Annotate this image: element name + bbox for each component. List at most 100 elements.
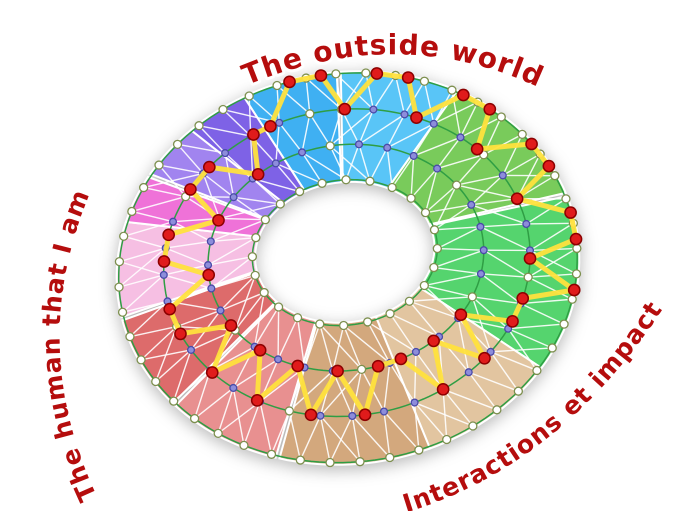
mesh-edge — [158, 164, 187, 198]
white-node — [259, 287, 269, 298]
white-node — [114, 282, 124, 292]
white-node — [517, 129, 527, 140]
mesh-edge — [219, 203, 281, 220]
mesh-edge — [165, 247, 209, 266]
white-node — [295, 455, 306, 465]
white-node — [189, 413, 200, 424]
mesh-edge — [383, 411, 391, 458]
white-node — [325, 457, 335, 468]
mesh-edge — [296, 317, 306, 368]
purple-node — [409, 151, 418, 160]
mesh-edge — [210, 236, 256, 243]
red-node — [478, 351, 491, 365]
mesh-edge — [305, 77, 311, 114]
white-node — [385, 309, 395, 319]
mesh-edge — [434, 204, 472, 231]
white-node — [284, 406, 294, 416]
red-node — [251, 168, 265, 181]
mesh-edge — [413, 136, 461, 157]
purple-node — [207, 284, 216, 293]
mesh-edge — [414, 401, 474, 427]
mesh-edge — [413, 351, 417, 403]
mesh-edge — [165, 240, 211, 249]
mesh-edge — [433, 184, 458, 231]
mesh-edge — [460, 116, 502, 138]
mesh-edge — [490, 351, 519, 392]
mesh-edge — [343, 325, 363, 370]
white-node — [213, 428, 223, 439]
white-node — [273, 302, 284, 312]
mesh-edge — [288, 370, 334, 412]
mesh-edge — [220, 291, 265, 312]
mesh-edge — [211, 274, 256, 290]
purple-node — [316, 411, 325, 420]
mesh-edge — [343, 324, 391, 364]
mesh-edge — [436, 154, 484, 170]
mesh-edge — [217, 387, 234, 434]
white-node — [432, 243, 442, 254]
mesh-edge — [472, 296, 521, 305]
red-node — [358, 408, 372, 422]
mesh-edge — [480, 226, 531, 252]
mesh-edge — [243, 401, 261, 446]
mesh-edge — [253, 292, 265, 347]
mesh-edge — [413, 123, 435, 157]
mesh-edge — [389, 362, 416, 403]
purple-node — [486, 347, 495, 356]
mesh-edge — [351, 369, 363, 417]
mesh-edge — [409, 300, 459, 319]
mesh-edge — [527, 276, 573, 300]
white-node — [571, 269, 582, 279]
red-node — [516, 292, 530, 305]
white-node — [385, 452, 395, 463]
mesh-edge — [131, 195, 186, 213]
mesh-edge — [369, 147, 388, 182]
mesh-edge — [210, 256, 253, 290]
mesh-edge — [525, 198, 567, 225]
mesh-edge — [351, 415, 391, 458]
white-node — [239, 440, 249, 451]
mesh-edge — [275, 122, 280, 164]
red-node — [162, 228, 176, 242]
mesh-edge — [507, 328, 553, 349]
mesh-edge — [131, 210, 174, 223]
mesh-edge — [490, 351, 538, 372]
mesh-edge — [319, 415, 361, 463]
white-node — [561, 194, 571, 204]
mesh-edge — [527, 247, 578, 278]
mesh-edge — [437, 226, 481, 250]
mesh-edge — [526, 222, 574, 225]
mesh-edge — [309, 113, 331, 147]
red-node — [250, 394, 264, 407]
mesh-edge — [471, 296, 509, 330]
mesh-edge — [119, 247, 166, 263]
white-node — [414, 445, 424, 455]
red-node — [457, 88, 470, 102]
mesh-edge — [423, 81, 435, 124]
mesh-edge — [277, 306, 280, 360]
mesh-edge — [222, 109, 252, 137]
mesh-edge — [185, 195, 234, 198]
mesh-edge — [259, 401, 273, 455]
mesh-edge — [176, 309, 221, 328]
purple-node — [297, 148, 307, 157]
red-node — [331, 364, 344, 378]
red-node — [202, 160, 216, 174]
white-node — [419, 280, 429, 291]
mesh-edge — [198, 125, 251, 137]
mesh-edge — [386, 147, 393, 188]
mesh-edge — [233, 196, 266, 221]
white-node — [387, 182, 397, 193]
mesh-edge — [207, 237, 257, 266]
purple-node — [498, 171, 507, 180]
mesh-edge — [278, 122, 303, 153]
white-node — [567, 294, 577, 304]
mesh-edge — [365, 72, 375, 110]
purple-node — [369, 105, 378, 114]
white-node — [315, 319, 325, 329]
mesh-edge — [219, 217, 266, 221]
red-node — [291, 359, 305, 373]
white-node — [420, 208, 431, 218]
purple-node — [229, 193, 238, 202]
mesh-edge — [423, 285, 459, 319]
